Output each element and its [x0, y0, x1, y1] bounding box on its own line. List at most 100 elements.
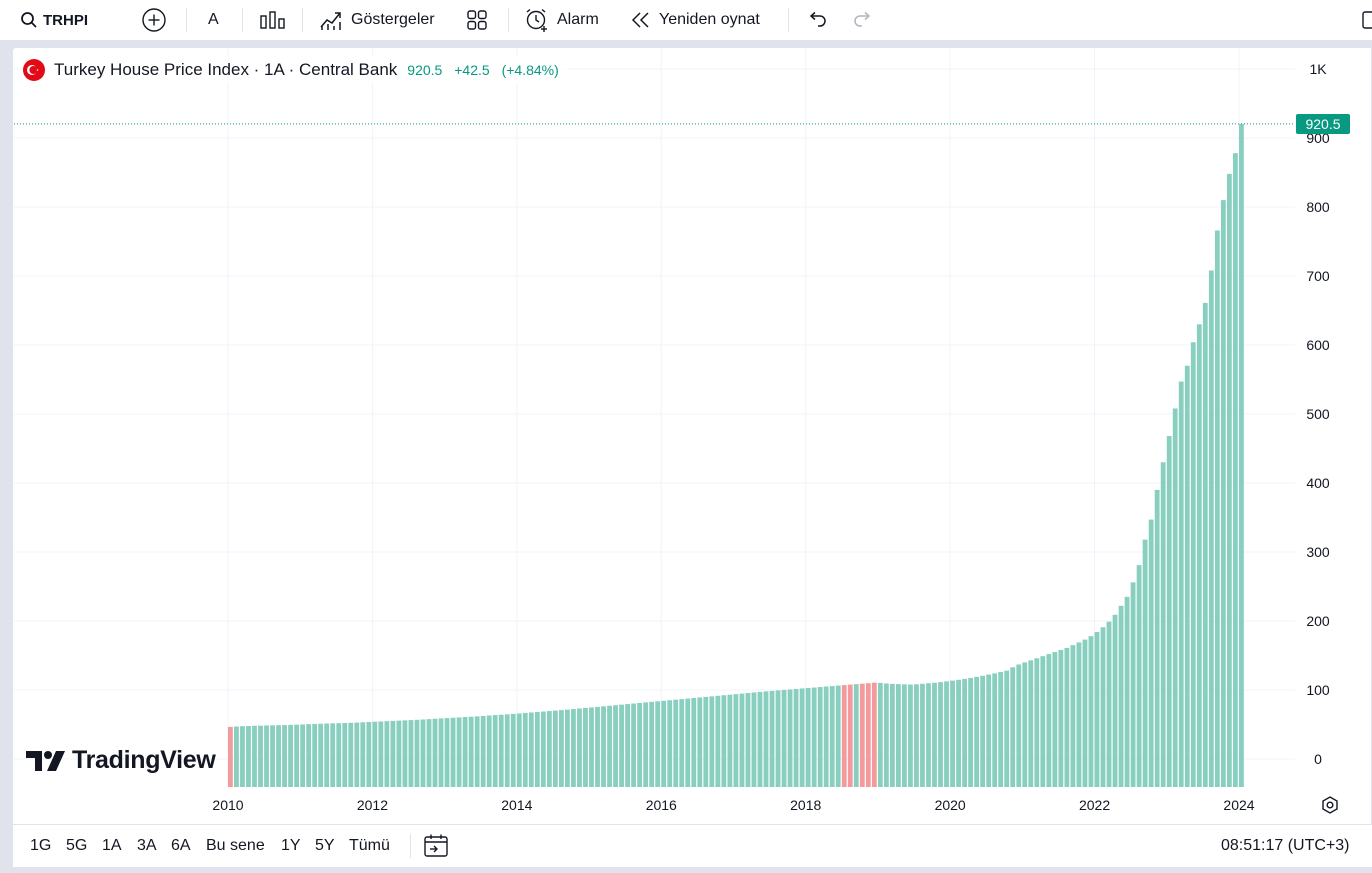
range-button-all[interactable]: Tümü [349, 825, 390, 867]
range-button-5y[interactable]: 5Y [315, 825, 335, 867]
bar-2015-04 [607, 705, 612, 787]
bar-2012-09 [420, 719, 426, 787]
bar-2019-03 [889, 683, 895, 787]
price-axis[interactable]: 0 100 200 300 400 500 600 700 800 900 1K [1306, 61, 1330, 767]
range-button-3a[interactable]: 3A [137, 825, 157, 867]
bar-2012-10 [426, 719, 432, 787]
range-label: 5G [66, 837, 88, 854]
bar-2014-04 [534, 712, 540, 787]
bar-2020-05 [974, 676, 980, 787]
go-to-date-button[interactable] [423, 825, 449, 867]
range-label: Tümü [349, 837, 390, 854]
bar-2018-10 [859, 683, 865, 787]
bar-2011-09 [348, 722, 354, 787]
bar-2017-07 [769, 690, 775, 787]
bar-2023-09 [1214, 230, 1220, 787]
bar-2019-11 [938, 682, 943, 787]
bar-2023-08 [1208, 270, 1214, 788]
bar-2017-05 [757, 691, 763, 787]
time-axis[interactable]: 2010 2012 2014 2016 2018 2020 2022 2024 [212, 797, 1254, 813]
bar-2011-06 [330, 723, 336, 787]
bar-2011-08 [342, 722, 348, 787]
bar-2018-04 [823, 686, 829, 787]
bar-2022-11 [1154, 489, 1160, 787]
range-button-1g[interactable]: 1G [30, 825, 51, 867]
alarm-button[interactable]: Alarm [524, 0, 599, 40]
range-button-ytd[interactable]: Bu sene [206, 825, 265, 867]
bar-2021-12 [1088, 636, 1094, 787]
x-tick-label: 2010 [212, 797, 243, 813]
y-tick-label: 100 [1306, 682, 1330, 698]
range-button-1y[interactable]: 1Y [281, 825, 301, 867]
bar-2020-03 [962, 678, 967, 787]
bar-2015-08 [631, 703, 637, 787]
indicators-button[interactable]: Göstergeler [319, 0, 435, 40]
bar-2019-01 [877, 682, 883, 787]
y-tick-label: 900 [1306, 130, 1330, 146]
toolbar-divider [788, 8, 789, 32]
bar-2021-08 [1064, 647, 1070, 787]
bar-2017-12 [799, 688, 805, 787]
bar-2019-06 [908, 684, 913, 787]
bar-2016-03 [673, 699, 679, 787]
undo-button[interactable] [806, 0, 828, 40]
y-tick-label: 200 [1306, 613, 1330, 629]
layout-button[interactable] [466, 0, 488, 40]
bar-chart-icon [260, 11, 285, 29]
bar-2015-11 [649, 701, 655, 787]
range-button-1a[interactable]: 1A [102, 825, 122, 867]
fullscreen-button[interactable] [1360, 0, 1372, 40]
bar-2011-01 [300, 724, 306, 787]
legend-last-value: 920.5 [407, 62, 443, 78]
bar-2021-05 [1046, 654, 1052, 787]
symbol-search-button[interactable]: TRHPI [20, 0, 88, 40]
bar-2013-05 [468, 716, 474, 787]
bar-2011-02 [306, 724, 312, 787]
bar-2023-02 [1172, 408, 1178, 787]
range-button-6a[interactable]: 6A [171, 825, 191, 867]
bar-2013-10 [498, 714, 504, 787]
interval-button[interactable]: A [208, 0, 219, 40]
compare-symbol-button[interactable] [141, 0, 167, 40]
bar-2016-09 [709, 696, 715, 787]
last-price-label: 920.5 [1296, 114, 1350, 134]
bar-2010-11 [288, 724, 293, 787]
bar-2016-06 [691, 698, 697, 787]
bar-2012-03 [384, 721, 390, 787]
redo-button[interactable] [852, 0, 874, 40]
range-label: 1G [30, 837, 52, 854]
bar-2011-05 [324, 723, 330, 787]
bar-2016-08 [703, 696, 709, 787]
range-button-5g[interactable]: 5G [66, 825, 87, 867]
replay-button[interactable]: Yeniden oynat [630, 0, 760, 40]
bar-2013-07 [480, 715, 486, 787]
bar-2016-10 [715, 695, 721, 787]
bars [228, 123, 1244, 788]
chart-type-button[interactable] [259, 0, 287, 40]
range-label: 6A [171, 837, 191, 854]
bar-2015-09 [637, 702, 643, 787]
bar-2021-03 [1034, 658, 1040, 787]
bar-2016-05 [685, 698, 691, 787]
bar-2023-04 [1184, 365, 1190, 787]
clock-timezone-button[interactable]: 08:51:17 (UTC+3) [1221, 825, 1350, 867]
bar-2020-11 [1010, 667, 1016, 787]
y-tick-label: 700 [1306, 268, 1330, 284]
bar-2015-03 [601, 706, 606, 787]
bar-2018-03 [817, 687, 823, 787]
y-tick-label: 600 [1306, 337, 1330, 353]
clock-label: 08:51:17 (UTC+3) [1221, 837, 1350, 854]
bar-2015-12 [655, 701, 661, 787]
auto-scale-button[interactable] [1322, 796, 1338, 814]
tradingview-logo[interactable]: TradingView [26, 746, 216, 775]
bar-2014-12 [583, 707, 588, 787]
tradingview-logo-text: TradingView [72, 746, 216, 774]
chart-legend[interactable]: Turkey House Price Index · 1A · Central … [22, 56, 567, 84]
bar-2022-02 [1100, 627, 1106, 787]
bar-2021-02 [1028, 660, 1034, 787]
bar-2020-01 [950, 680, 955, 787]
bar-2011-12 [366, 722, 372, 787]
range-label: 5Y [315, 837, 335, 854]
bar-2012-05 [396, 720, 402, 787]
